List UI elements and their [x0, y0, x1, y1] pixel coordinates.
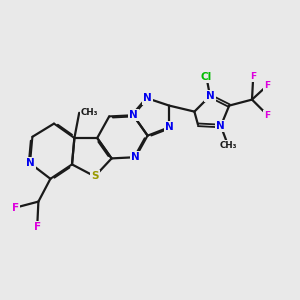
Text: F: F	[34, 222, 41, 232]
Text: N: N	[165, 122, 174, 132]
Text: N: N	[143, 93, 152, 103]
Text: N: N	[129, 110, 138, 120]
Text: Cl: Cl	[201, 72, 212, 82]
Text: S: S	[91, 171, 99, 182]
Text: F: F	[265, 81, 271, 90]
Text: N: N	[129, 110, 138, 120]
Text: CH₃: CH₃	[80, 108, 98, 117]
Text: F: F	[265, 111, 271, 120]
Text: N: N	[206, 91, 214, 101]
Text: N: N	[216, 121, 225, 131]
Text: N: N	[131, 152, 140, 162]
Text: CH₃: CH₃	[219, 141, 237, 150]
Text: F: F	[250, 72, 256, 81]
Text: N: N	[26, 158, 34, 168]
Text: F: F	[12, 202, 19, 213]
